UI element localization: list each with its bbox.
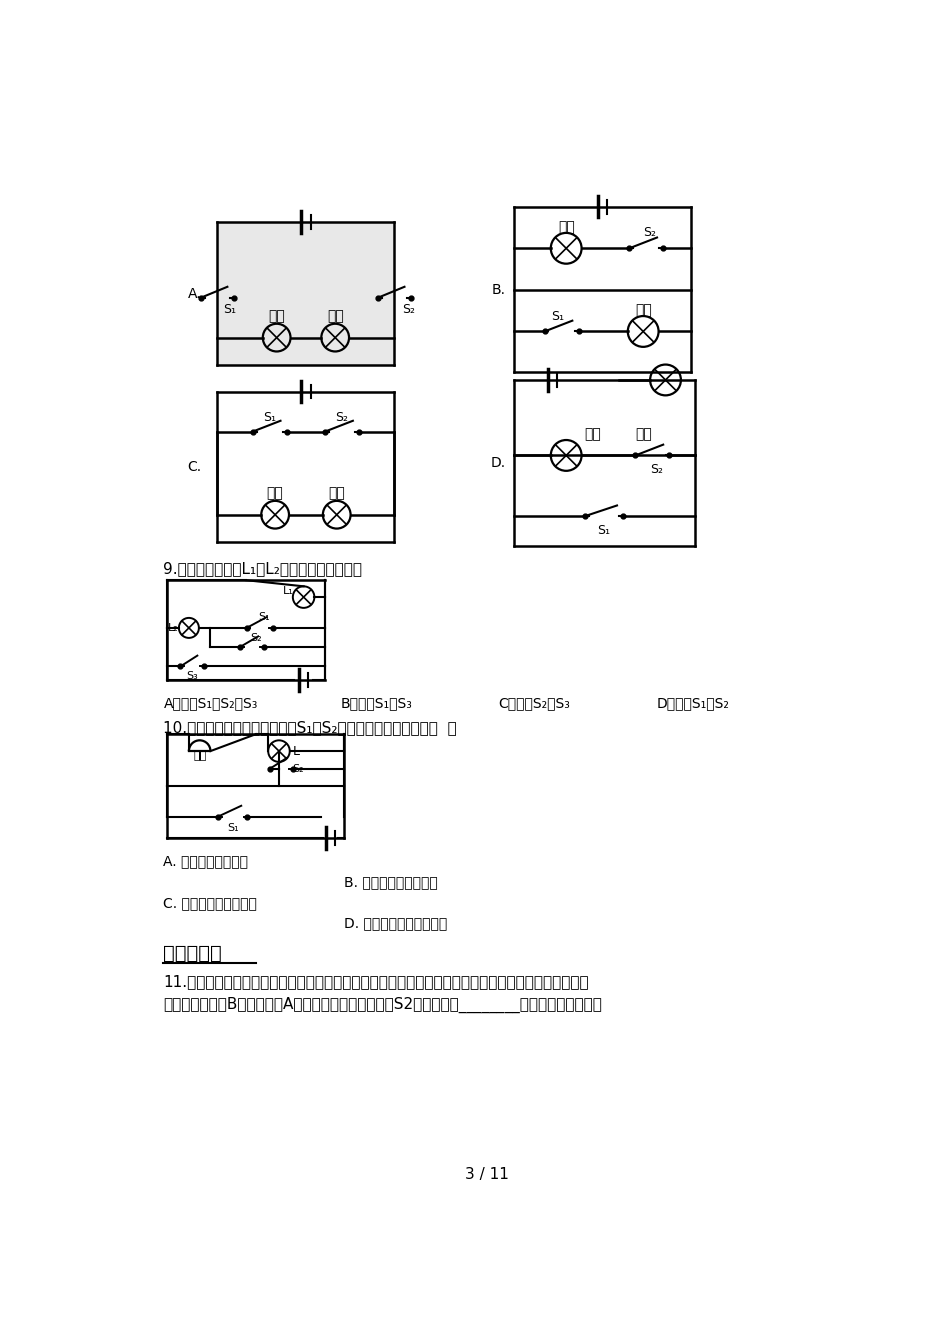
Text: 9.如图所示，要使L₁和L₂两灯并联，必须（）: 9.如图所示，要使L₁和L₂两灯并联，必须（） (163, 560, 363, 577)
Text: S₂: S₂ (643, 226, 656, 239)
Text: 红灯: 红灯 (267, 487, 283, 500)
Text: S₁: S₁ (598, 524, 611, 536)
Text: S₂: S₂ (650, 462, 663, 476)
Text: A.: A. (187, 286, 201, 301)
Text: C. 小灯泡不亮，电铃响: C. 小灯泡不亮，电铃响 (163, 896, 257, 910)
Text: S₂: S₂ (335, 411, 349, 425)
Text: 红灯: 红灯 (268, 309, 285, 323)
Text: A. 小灯泡亮，电铃响: A. 小灯泡亮，电铃响 (163, 855, 249, 868)
Text: 红灯: 红灯 (585, 427, 601, 441)
Text: B.: B. (491, 282, 505, 297)
Text: D. 小灯泡不亮，电铃不响: D. 小灯泡不亮，电铃不响 (345, 917, 447, 930)
Text: 绿灯: 绿灯 (327, 309, 344, 323)
Text: S₁: S₁ (223, 304, 237, 316)
Text: A．闭合S₁、S₂、S₃: A．闭合S₁、S₂、S₃ (163, 696, 257, 711)
Text: 红灯: 红灯 (558, 219, 575, 234)
Text: B．闭合S₁、S₃: B．闭合S₁、S₃ (341, 696, 412, 711)
Text: 10.如图所示的电路，闭台开关S₁和S₂后，下列分析正确的是（  ）: 10.如图所示的电路，闭台开关S₁和S₂后，下列分析正确的是（ ） (163, 720, 457, 735)
Text: S₂: S₂ (250, 633, 261, 642)
Text: 绿灯: 绿灯 (635, 427, 652, 441)
Text: 11.电吹风是我们生活中常用的电器之一，它既能吹热风，又能吹冷风．如图所示的电路是电吹风的简化: 11.电吹风是我们生活中常用的电器之一，它既能吹热风，又能吹冷风．如图所示的电路… (163, 974, 589, 989)
Text: 绿灯: 绿灯 (635, 302, 652, 317)
Text: 电铃: 电铃 (193, 751, 206, 761)
Text: L₁: L₁ (283, 586, 294, 595)
Text: S₁: S₁ (263, 411, 276, 425)
Text: S₂: S₂ (293, 763, 304, 774)
Text: 绿灯: 绿灯 (329, 487, 345, 500)
Text: 3 / 11: 3 / 11 (465, 1167, 509, 1183)
Text: D．闭合S₁、S₂: D．闭合S₁、S₂ (656, 696, 730, 711)
Text: 二、填空题: 二、填空题 (163, 943, 222, 964)
Text: L: L (293, 745, 299, 758)
Text: C.: C. (187, 460, 201, 474)
Text: D.: D. (491, 456, 506, 470)
Text: S₁: S₁ (227, 823, 238, 833)
Text: 电路图，图中的B是吹风机，A是电热丝．若只闭合开关S2，吹出的是________风；若同时闭合开关: 电路图，图中的B是吹风机，A是电热丝．若只闭合开关S2，吹出的是________… (163, 997, 602, 1013)
Text: S₃: S₃ (186, 672, 198, 681)
Bar (218, 222, 394, 364)
Text: S₁: S₁ (257, 612, 270, 622)
Text: C．闭合S₂、S₃: C．闭合S₂、S₃ (499, 696, 570, 711)
Text: L₂: L₂ (168, 622, 179, 633)
Text: S₂: S₂ (402, 304, 415, 316)
Text: B. 小灯泡亮，电铃不响: B. 小灯泡亮，电铃不响 (345, 875, 438, 888)
Text: S₁: S₁ (551, 309, 564, 323)
